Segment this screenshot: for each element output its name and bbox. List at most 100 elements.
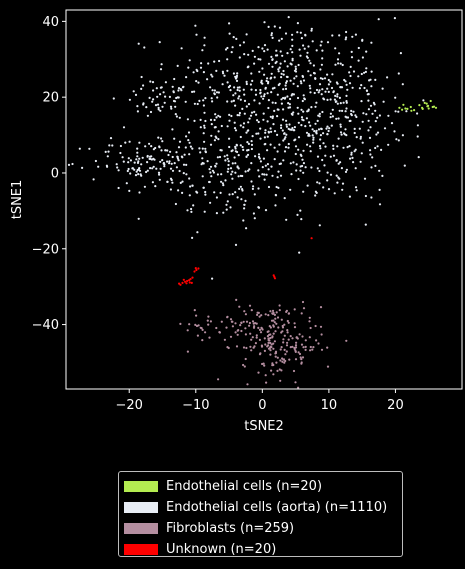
data-point — [157, 108, 160, 111]
data-point — [277, 68, 280, 71]
data-point — [244, 313, 247, 316]
data-point — [154, 104, 158, 107]
data-point — [166, 149, 169, 152]
data-point — [200, 163, 203, 166]
data-point — [345, 168, 348, 171]
data-point — [260, 345, 264, 348]
data-point — [236, 196, 239, 199]
data-point — [325, 127, 328, 130]
data-point — [286, 341, 289, 344]
data-point — [207, 62, 210, 65]
data-point — [332, 144, 335, 147]
data-point — [350, 56, 354, 59]
data-point — [290, 112, 293, 115]
data-point — [271, 312, 275, 315]
data-point — [112, 97, 115, 100]
data-point — [280, 102, 283, 105]
data-point — [187, 139, 190, 142]
data-point — [297, 351, 300, 354]
data-point — [345, 36, 348, 39]
data-point — [296, 213, 299, 216]
data-point — [238, 187, 241, 190]
data-point — [241, 188, 244, 191]
data-point — [151, 181, 154, 184]
data-point — [219, 115, 222, 118]
data-point — [259, 160, 262, 163]
data-point — [257, 132, 260, 135]
data-point — [275, 60, 278, 63]
data-point — [244, 327, 247, 330]
data-point — [334, 94, 337, 97]
data-point — [402, 103, 405, 106]
data-point — [274, 54, 278, 57]
data-point — [327, 78, 330, 82]
data-point — [285, 350, 288, 353]
data-point — [174, 105, 177, 108]
data-point — [148, 96, 151, 99]
data-point — [250, 338, 253, 341]
data-point — [294, 344, 298, 347]
data-point — [268, 347, 271, 350]
data-point — [291, 337, 294, 340]
data-point — [189, 145, 192, 148]
data-point — [313, 130, 316, 133]
data-point — [223, 155, 226, 158]
data-point — [293, 322, 296, 325]
data-point — [270, 72, 273, 75]
data-point — [267, 337, 270, 340]
data-point — [344, 170, 348, 173]
data-point — [191, 184, 194, 187]
data-point — [374, 146, 377, 150]
data-point — [173, 162, 176, 165]
data-point — [330, 124, 333, 127]
data-point — [351, 156, 354, 159]
data-point — [175, 96, 178, 100]
data-point — [235, 143, 238, 146]
data-point — [336, 102, 339, 105]
data-point — [276, 176, 279, 179]
data-point — [309, 62, 312, 65]
data-point — [314, 77, 317, 80]
data-point — [277, 83, 280, 87]
data-point — [140, 87, 143, 90]
data-point — [219, 191, 222, 194]
data-point — [280, 124, 283, 127]
data-point — [137, 42, 140, 45]
data-point — [278, 66, 281, 69]
data-point — [188, 153, 191, 156]
data-point — [318, 112, 321, 115]
data-point — [138, 169, 142, 172]
legend-label: Endothelial cells (n=20) — [166, 479, 323, 494]
data-point — [245, 105, 248, 108]
data-point — [262, 112, 265, 115]
data-point — [259, 91, 262, 94]
data-point — [321, 77, 324, 80]
data-point — [145, 106, 148, 109]
data-point — [365, 113, 368, 116]
data-point — [242, 346, 246, 349]
data-point — [410, 109, 413, 112]
data-point — [340, 133, 343, 136]
data-point — [159, 160, 162, 163]
data-point — [282, 96, 285, 100]
data-point — [272, 123, 275, 126]
data-point — [168, 95, 171, 98]
data-point — [150, 155, 153, 158]
data-point — [367, 99, 370, 102]
data-point — [209, 171, 212, 174]
data-point — [155, 167, 158, 170]
data-point — [293, 126, 296, 129]
data-point — [196, 102, 199, 106]
data-point — [342, 101, 345, 104]
data-point — [434, 106, 438, 109]
data-point — [222, 72, 225, 75]
data-point — [187, 131, 191, 134]
data-point — [266, 345, 269, 348]
data-point — [293, 77, 296, 80]
data-point — [269, 349, 272, 352]
data-point — [346, 146, 349, 149]
data-point — [294, 358, 298, 361]
data-point — [222, 184, 225, 187]
data-point — [393, 130, 396, 133]
data-point — [252, 212, 255, 215]
